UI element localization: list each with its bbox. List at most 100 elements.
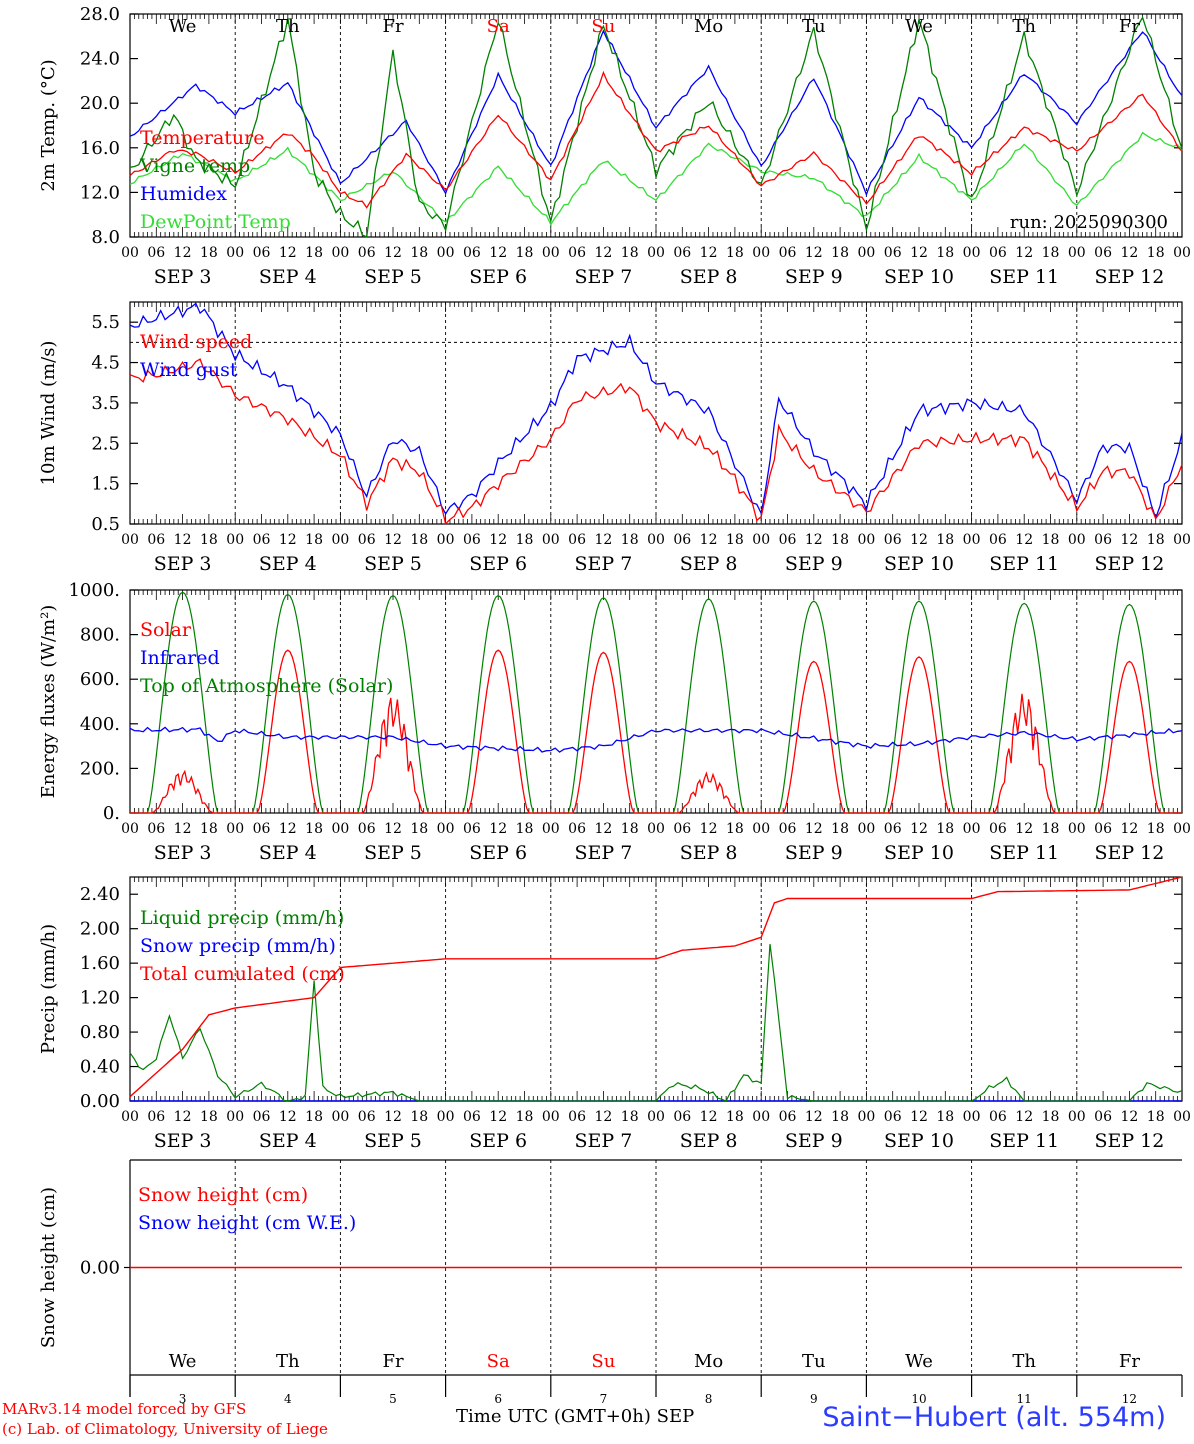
x-hour-label: 18 <box>1042 245 1060 261</box>
x-hour-label: 12 <box>700 821 718 837</box>
x-hour-label: 06 <box>779 532 797 548</box>
x-date-label: SEP 8 <box>680 553 738 575</box>
x-date-label: SEP 7 <box>574 842 632 864</box>
x-hour-label: 00 <box>1068 1109 1086 1125</box>
x-hour-label: 18 <box>726 821 744 837</box>
x-hour-label: 00 <box>752 245 770 261</box>
x-date-label: SEP 4 <box>259 842 317 864</box>
y-axis-title: 10m Wind (m/s) <box>38 341 59 486</box>
x-hour-label: 18 <box>831 1109 849 1125</box>
day-label: We <box>169 1351 197 1372</box>
day-label: Tu <box>802 1351 826 1372</box>
x-hour-label: 18 <box>726 245 744 261</box>
y-tick-label: 0.5 <box>91 514 120 535</box>
y-tick-label: 4.5 <box>91 353 120 374</box>
x-hour-label: 12 <box>384 245 402 261</box>
day-number-label: 7 <box>600 1392 608 1406</box>
x-hour-label: 06 <box>358 245 376 261</box>
legend-entry: Liquid precip (mm/h) <box>140 907 344 929</box>
day-label: Sa <box>487 16 510 37</box>
x-hour-label: 00 <box>121 245 139 261</box>
x-hour-label: 00 <box>752 532 770 548</box>
series-line-1 <box>129 358 1183 525</box>
x-date-label: SEP 12 <box>1094 553 1164 575</box>
x-hour-label: 00 <box>1068 532 1086 548</box>
x-hour-label: 06 <box>884 532 902 548</box>
x-hour-label: 00 <box>752 821 770 837</box>
x-hour-label: 06 <box>463 1109 481 1125</box>
day-label: We <box>905 1351 933 1372</box>
x-hour-label: 18 <box>936 245 954 261</box>
x-hour-label: 00 <box>963 1109 981 1125</box>
day-number-label: 5 <box>389 1392 397 1406</box>
y-tick-label: 0. <box>103 803 120 824</box>
y-axis-title: Precip (mm/h) <box>38 924 59 1054</box>
day-label: Th <box>1012 1351 1036 1372</box>
day-number-label: 6 <box>494 1392 502 1406</box>
x-hour-label: 00 <box>542 821 560 837</box>
x-hour-label: 06 <box>568 821 586 837</box>
x-date-label: SEP 6 <box>469 553 527 575</box>
x-hour-label: 06 <box>253 821 271 837</box>
y-tick-label: 1.60 <box>80 953 120 974</box>
day-label: Su <box>591 16 615 37</box>
x-hour-label: 18 <box>1042 1109 1060 1125</box>
x-hour-label: 00 <box>647 821 665 837</box>
x-date-label: SEP 3 <box>154 266 212 288</box>
legend-entry: Wind speed <box>140 331 252 353</box>
x-hour-label: 12 <box>384 821 402 837</box>
x-hour-label: 12 <box>279 245 297 261</box>
x-hour-label: 12 <box>594 821 612 837</box>
x-date-label: SEP 12 <box>1094 1130 1164 1152</box>
x-hour-label: 00 <box>331 821 349 837</box>
x-hour-label: 12 <box>279 821 297 837</box>
x-hour-label: 00 <box>647 1109 665 1125</box>
x-hour-label: 00 <box>437 1109 455 1125</box>
x-hour-label: 18 <box>410 821 428 837</box>
x-hour-label: 12 <box>279 1109 297 1125</box>
x-hour-label: 06 <box>147 532 165 548</box>
x-hour-label: 06 <box>884 821 902 837</box>
x-hour-label: 12 <box>1015 245 1033 261</box>
x-hour-label: 00 <box>1173 532 1191 548</box>
x-hour-label: 00 <box>331 532 349 548</box>
x-date-label: SEP 9 <box>785 1130 843 1152</box>
x-hour-label: 00 <box>542 532 560 548</box>
panel-3: 0. 200. 400. 600. 800. 1000. Energy fluxes (W/… <box>38 580 1191 864</box>
day-number-label: 9 <box>810 1392 818 1406</box>
y-tick-label: 2.00 <box>80 919 120 940</box>
x-hour-label: 18 <box>621 821 639 837</box>
y-tick-label: 28.0 <box>80 4 120 25</box>
x-hour-label: 00 <box>1173 821 1191 837</box>
x-hour-label: 06 <box>253 1109 271 1125</box>
x-date-label: SEP 10 <box>884 1130 954 1152</box>
x-date-label: SEP 11 <box>989 553 1059 575</box>
day-label: Fr <box>382 1351 403 1372</box>
x-hour-label: 18 <box>410 245 428 261</box>
x-hour-label: 12 <box>1015 1109 1033 1125</box>
y-tick-label: 600. <box>80 669 120 690</box>
x-date-label: SEP 3 <box>154 1130 212 1152</box>
x-hour-label: 00 <box>121 821 139 837</box>
x-hour-label: 12 <box>910 532 928 548</box>
x-hour-label: 06 <box>1094 821 1112 837</box>
x-hour-label: 12 <box>384 532 402 548</box>
x-date-label: SEP 7 <box>574 266 632 288</box>
y-axis-title: 2m Temp. (°C) <box>38 59 59 191</box>
x-date-label: SEP 9 <box>785 842 843 864</box>
day-label: Fr <box>382 16 403 37</box>
x-hour-label: 18 <box>410 1109 428 1125</box>
day-number-label: 10 <box>911 1392 926 1406</box>
x-date-label: SEP 9 <box>785 553 843 575</box>
x-hour-label: 00 <box>752 1109 770 1125</box>
x-hour-label: 06 <box>884 1109 902 1125</box>
y-tick-label: 0.00 <box>80 1258 120 1279</box>
y-tick-label: 1.5 <box>91 474 120 495</box>
x-hour-label: 06 <box>673 1109 691 1125</box>
x-hour-label: 18 <box>831 821 849 837</box>
x-date-label: SEP 3 <box>154 553 212 575</box>
day-label: We <box>169 16 197 37</box>
x-title-text: Time UTC (GMT+0h) <box>456 1406 651 1427</box>
x-hour-label: 12 <box>384 1109 402 1125</box>
x-hour-label: 00 <box>226 1109 244 1125</box>
